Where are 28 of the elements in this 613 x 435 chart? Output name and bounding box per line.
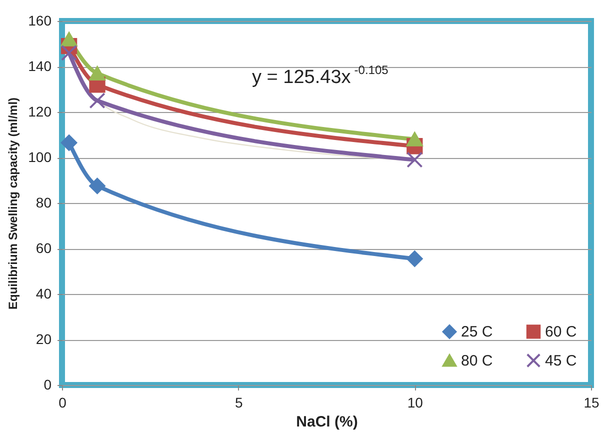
point [406,132,423,146]
point [60,134,78,151]
x-axis-title: NaCl (%) [296,414,358,430]
legend-label: 25 C [461,324,493,341]
point [89,66,106,80]
y-tick-label: 40 [36,286,52,302]
point [60,44,78,61]
y-tick-label: 80 [36,194,52,210]
legend-label: 80 C [461,352,493,370]
legend-label: 45 C [545,352,577,370]
x-tick-label: 10 [407,394,424,410]
y-tick-label: 0 [44,376,52,392]
point [60,32,78,46]
y-tick-label: 140 [28,58,52,74]
point [89,92,106,109]
x-tick-label: 0 [58,394,67,410]
point [89,178,106,194]
x-tick-label: 15 [584,394,600,410]
point [406,152,423,168]
legend-label: 60 C [545,324,577,341]
point [406,250,423,267]
y-tick-label: 160 [28,12,52,28]
y-tick-label: 60 [36,240,52,256]
y-tick-label: 120 [28,104,52,120]
y-tick-label: 20 [36,331,52,347]
y-tick-label: 100 [28,149,52,165]
x-tick-label: 5 [234,394,243,410]
y-axis-title: Equilibrium Swelling capacity (ml/ml) [6,97,20,310]
